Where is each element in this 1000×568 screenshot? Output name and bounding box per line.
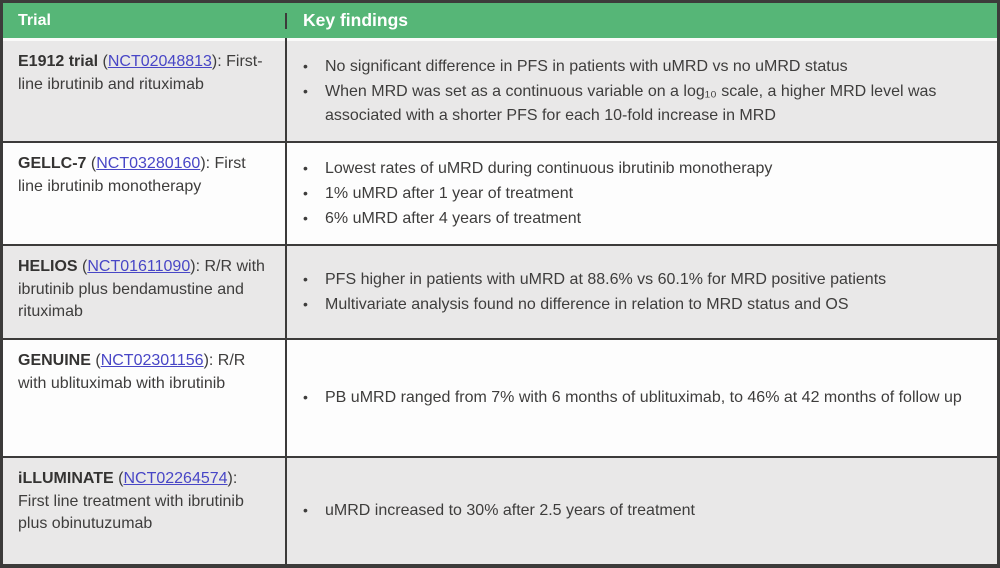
finding-item: • No significant difference in PFS in pat… — [303, 55, 979, 78]
nct-link[interactable]: NCT02301156 — [100, 352, 204, 369]
open-paren: ( — [90, 352, 101, 369]
finding-text: 1% uMRD after 1 year of treatment — [325, 184, 574, 202]
trial-name: iLLUMINATE — [18, 470, 114, 487]
trial-description: R/R with ublituximab with ibrutinib — [18, 352, 246, 392]
open-paren: ( — [77, 258, 88, 275]
header-separator — [3, 38, 997, 41]
trial-cell: iLLUMINATE (NCT02264574): First line tre… — [3, 458, 287, 564]
table-header-row: Trial Key findings — [3, 3, 997, 38]
table-row: GELLC-7 (NCT03280160): First line ibruti… — [3, 141, 997, 244]
header-separator-left — [3, 38, 287, 41]
trial-name: GENUINE — [18, 352, 91, 369]
trial-description: First line ibrutinib monotherapy — [18, 155, 246, 195]
nct-link[interactable]: NCT02264574 — [123, 470, 228, 487]
findings-list: • uMRD increased to 30% after 2.5 years o… — [303, 497, 979, 524]
close-paren: ): — [227, 470, 238, 487]
findings-cell: • No significant difference in PFS in pat… — [287, 41, 997, 141]
nct-link[interactable]: NCT03280160 — [96, 155, 201, 172]
finding-item: • When MRD was set as a continuous variab… — [303, 80, 979, 126]
open-paren: ( — [113, 470, 124, 487]
finding-item: • PFS higher in patients with uMRD at 88.… — [303, 268, 979, 291]
findings-cell: • PFS higher in patients with uMRD at 88.… — [287, 246, 997, 338]
finding-text: Lowest rates of uMRD during continuous i… — [325, 159, 773, 177]
finding-text: When MRD was set as a continuous variabl… — [325, 83, 937, 124]
nct-link[interactable]: NCT01611090 — [87, 258, 191, 275]
bullet-icon: • — [303, 296, 308, 312]
bullet-icon: • — [303, 210, 308, 227]
finding-item: • Lowest rates of uMRD during continuous … — [303, 157, 979, 180]
trial-cell: HELIOS (NCT01611090): R/R with ibrutinib… — [3, 246, 287, 338]
table-row: HELIOS (NCT01611090): R/R with ibrutinib… — [3, 244, 997, 338]
table-row: GENUINE (NCT02301156): R/R with ublituxi… — [3, 338, 997, 456]
bullet-icon: • — [303, 58, 308, 75]
trial-name: HELIOS — [18, 258, 78, 275]
findings-cell: • Lowest rates of uMRD during continuous … — [287, 143, 997, 244]
finding-item: • PB uMRD ranged from 7% with 6 months of… — [303, 386, 979, 409]
close-paren: ): — [200, 155, 215, 172]
findings-list: • PFS higher in patients with uMRD at 88.… — [303, 266, 979, 318]
findings-cell: • uMRD increased to 30% after 2.5 years o… — [287, 458, 997, 564]
bullet-icon: • — [303, 159, 308, 176]
bullet-icon: • — [303, 389, 308, 406]
trial-name: E1912 trial — [18, 53, 99, 70]
findings-list: • No significant difference in PFS in pat… — [303, 53, 979, 129]
findings-cell: • PB uMRD ranged from 7% with 6 months of… — [287, 340, 997, 456]
finding-item: • uMRD increased to 30% after 2.5 years o… — [303, 499, 979, 522]
findings-list: • PB uMRD ranged from 7% with 6 months of… — [303, 384, 979, 411]
finding-item: • 1% uMRD after 1 year of treatment — [303, 182, 979, 205]
trial-description: R/R with ibrutinib plus bendamustine and… — [18, 258, 265, 321]
open-paren: ( — [98, 53, 108, 70]
close-paren: ): — [190, 258, 205, 275]
finding-text: PFS higher in patients with uMRD at 88.6… — [325, 270, 887, 288]
bullet-icon: • — [303, 83, 308, 100]
close-paren: ): — [211, 53, 227, 70]
table-row: E1912 trial (NCT02048813): First-line ib… — [3, 41, 997, 141]
trial-name: GELLC-7 — [18, 155, 87, 172]
trial-cell: E1912 trial (NCT02048813): First-line ib… — [3, 41, 287, 141]
finding-item: • 6% uMRD after 4 years of treatment — [303, 207, 979, 230]
finding-item: • Multivariate analysis found no differen… — [303, 293, 979, 316]
trial-description: First line treatment with ibrutinib plus… — [18, 492, 244, 533]
finding-text: Multivariate analysis found no differenc… — [325, 296, 849, 313]
close-paren: ): — [203, 352, 218, 369]
column-header-trial-label: Trial — [18, 11, 51, 29]
table-body: E1912 trial (NCT02048813): First-line ib… — [3, 41, 997, 564]
bullet-icon: • — [303, 502, 308, 519]
finding-text: uMRD increased to 30% after 2.5 years of… — [325, 502, 695, 520]
column-header-key-findings: Key findings — [287, 10, 997, 31]
open-paren: ( — [86, 155, 97, 172]
bullet-icon: • — [303, 184, 308, 201]
trial-cell: GELLC-7 (NCT03280160): First line ibruti… — [3, 143, 287, 244]
column-header-key-findings-label: Key findings — [303, 10, 409, 30]
finding-text: 6% uMRD after 4 years of treatment — [325, 210, 582, 228]
trial-description: First-line ibrutinib and rituximab — [18, 53, 263, 93]
table-row: iLLUMINATE (NCT02264574): First line tre… — [3, 456, 997, 564]
trial-cell: GENUINE (NCT02301156): R/R with ublituxi… — [3, 340, 287, 456]
finding-text: PB uMRD ranged from 7% with 6 months of … — [325, 389, 962, 407]
nct-link[interactable]: NCT02048813 — [107, 53, 212, 70]
finding-text: No significant difference in PFS in pati… — [325, 58, 848, 76]
column-header-trial: Trial — [3, 11, 287, 29]
bullet-icon: • — [303, 270, 308, 287]
findings-list: • Lowest rates of uMRD during continuous … — [303, 155, 979, 233]
